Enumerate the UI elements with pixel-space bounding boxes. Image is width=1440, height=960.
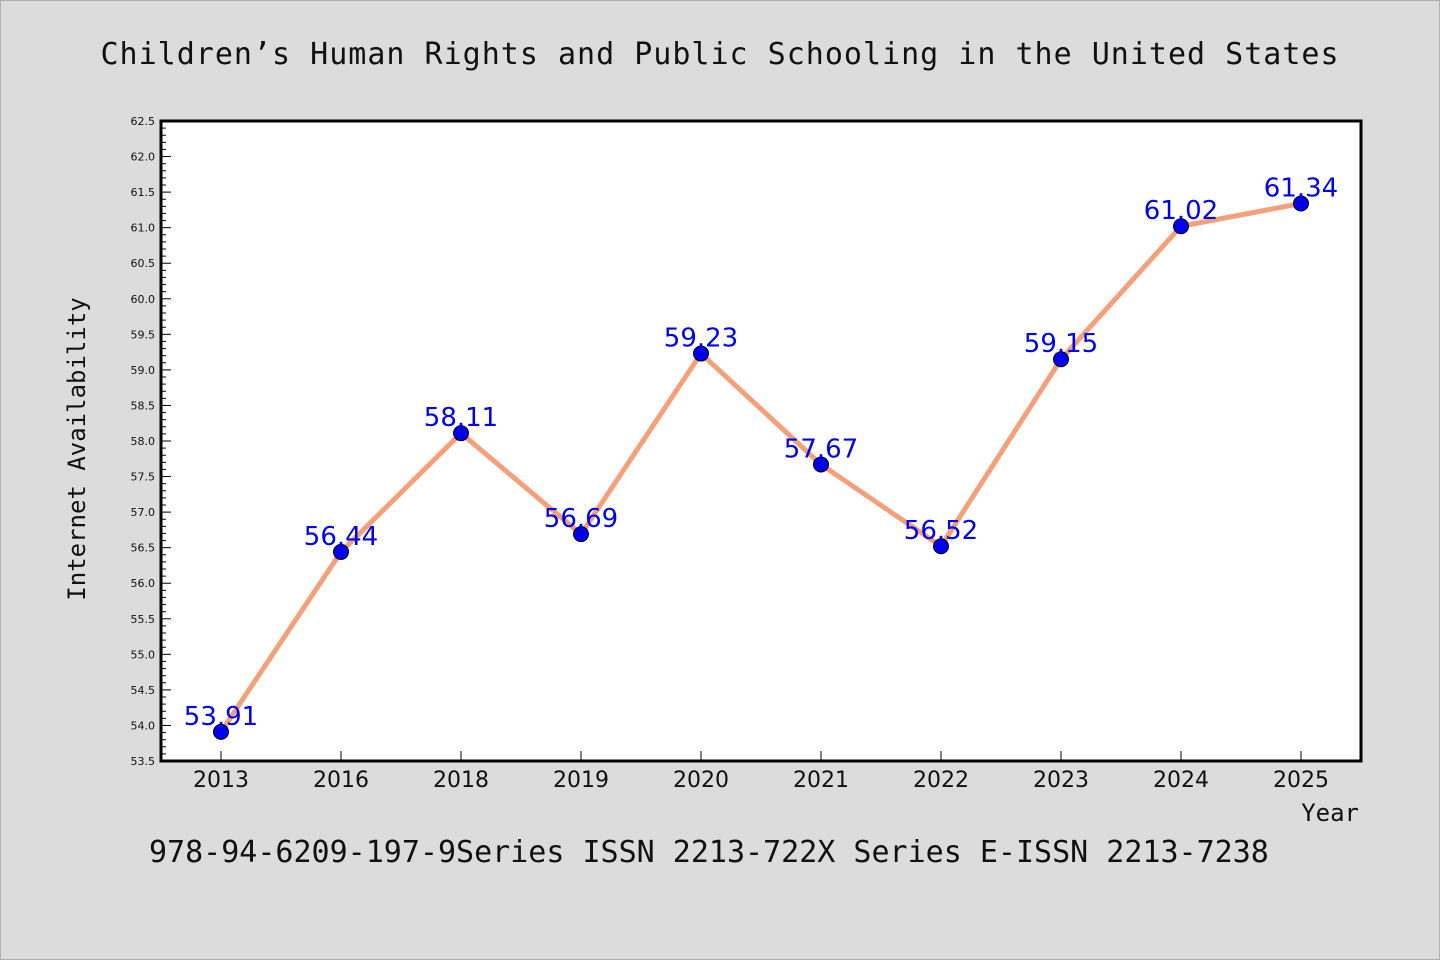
y-tick-label: 59.5 [131,328,156,341]
y-tick-label: 61.5 [131,186,156,199]
y-tick-label: 56.5 [131,542,156,555]
y-tick-label: 57.0 [131,506,156,519]
y-tick-label: 60.5 [131,257,156,270]
y-tick-label: 57.5 [131,471,156,484]
data-label: 61.02 [1144,196,1218,226]
data-label: 59.23 [664,324,738,354]
series-line [218,201,1302,734]
y-tick-label: 58.0 [131,435,156,448]
series-layer [213,195,1309,740]
y-tick-label: 54.5 [131,684,156,697]
data-labels: 53.91 56.44 58.11 56.69 59.23 57.67 56.52 59.15… [184,173,1338,731]
chart-title: Children’s Human Rights and Public Schoo… [100,37,1340,72]
x-tick-label: 2016 [313,768,369,793]
y-tick-label: 55.5 [131,613,156,626]
x-axis-label: Year [1301,799,1359,827]
y-axis-label: Internet Availability [63,297,91,600]
x-axis-ticks: 2013 2016 2018 2019 2020 2021 2022 2023 2024 2025 [193,751,1329,793]
data-point [573,526,589,543]
data-point [1173,218,1189,235]
data-point [1053,351,1069,368]
data-point [453,425,469,442]
x-tick-label: 2024 [1153,768,1209,793]
data-point [933,538,949,555]
y-tick-label: 62.0 [131,151,156,164]
x-tick-label: 2018 [433,768,489,793]
y-tick-label: 59.0 [131,364,156,377]
data-point [693,345,709,362]
x-tick-label: 2025 [1273,768,1329,793]
y-tick-label: 56.0 [131,577,156,590]
data-point [1293,195,1309,212]
data-label: 53.91 [184,702,258,732]
data-point [813,456,829,473]
data-label: 57.67 [784,434,858,464]
data-label: 56.44 [304,522,378,552]
data-label: 56.52 [904,516,978,546]
x-tick-label: 2020 [673,768,729,793]
data-label: 59.15 [1024,329,1098,359]
x-tick-label: 2019 [553,768,609,793]
y-tick-label: 60.0 [131,293,156,306]
y-tick-label: 54.0 [131,719,156,732]
y-tick-label: 58.5 [131,399,156,412]
data-point [213,723,229,740]
y-axis-ticks: 53.5 54.0 54.5 55.0 55.5 56.0 56.5 57.0 57.5 58.0… [131,115,171,768]
footer-isbn-text: 978-94-6209-197-9Series ISSN 2213-722X S… [149,835,1269,870]
data-label: 56.69 [544,504,618,534]
x-tick-label: 2021 [793,768,849,793]
data-label: 61.34 [1264,173,1338,203]
y-tick-label: 62.5 [131,115,156,128]
y-tick-label: 55.0 [131,648,156,661]
y-tick-label: 53.5 [131,755,156,768]
x-tick-label: 2023 [1033,768,1089,793]
x-tick-label: 2013 [193,768,249,793]
data-label: 58.11 [424,403,498,433]
x-tick-label: 2022 [913,768,969,793]
plot-area [159,119,1363,763]
y-tick-label: 61.0 [131,222,156,235]
data-point [333,543,349,560]
